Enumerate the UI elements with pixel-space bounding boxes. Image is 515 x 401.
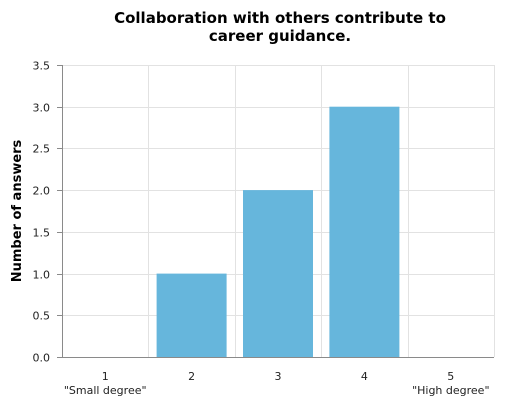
x-tick-label: 4 <box>361 370 368 383</box>
y-tick-label: 0.5 <box>33 310 51 323</box>
bar-3 <box>243 190 313 357</box>
x-tick-label: 2 <box>188 370 195 383</box>
y-tick-label: 2.5 <box>33 143 51 156</box>
y-tick-label: 0.0 <box>33 352 51 365</box>
x-tick-label: 5 <box>447 370 454 383</box>
x-tick-label: 1 <box>102 370 109 383</box>
y-tick-label: 1.5 <box>33 227 51 240</box>
x-tick-label: 3 <box>275 370 282 383</box>
bar-2 <box>156 273 227 357</box>
axes <box>57 65 494 358</box>
bars <box>156 106 400 357</box>
y-tick-label: 3.5 <box>33 60 51 73</box>
chart-title-line-2: career guidance. <box>209 27 351 45</box>
y-tick-label: 3.0 <box>33 102 51 115</box>
y-tick-label: 2.0 <box>33 185 51 198</box>
x-tick-sublabel: "Small degree" <box>64 384 147 397</box>
x-tick-sublabel: "High degree" <box>412 384 489 397</box>
tick-labels: 0.0 0.5 1.0 1.5 2.0 2.5 3.0 3.5 1"Small degree" 2… <box>33 60 490 398</box>
y-axis-label: Number of answers <box>10 139 25 282</box>
y-tick-label: 1.0 <box>33 269 51 282</box>
chart-title-line-1: Collaboration with others contribute to <box>114 9 446 27</box>
bar-4 <box>329 106 400 357</box>
